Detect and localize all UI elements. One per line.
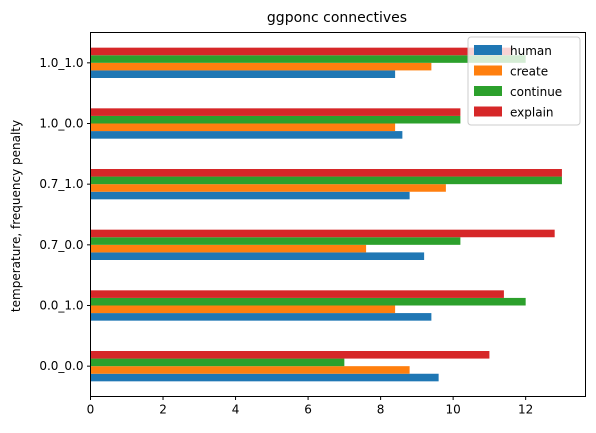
- bar-explain-1.0_0.0: [90, 108, 461, 116]
- y-axis-title: temperature, frequency penalty: [9, 120, 23, 312]
- y-tick-label: 1.0_0.0: [39, 117, 83, 131]
- bar-create-0.7_1.0: [90, 184, 446, 192]
- y-tick-label: 0.7_0.0: [39, 238, 83, 252]
- x-tick-label: 12: [518, 403, 533, 417]
- legend-label-create: create: [510, 65, 548, 79]
- bar-continue-0.7_0.0: [90, 237, 461, 245]
- bar-human-0.0_0.0: [90, 373, 439, 382]
- y-tick-layer: 0.0_0.0 0.0_1.0 0.7_0.0 0.7_1.0 1.0_0.0 1.0_1…: [39, 56, 91, 373]
- bar-continue-0.0_1.0: [90, 297, 526, 306]
- bar-explain-0.7_0.0: [90, 229, 555, 238]
- legend-label-explain: explain: [510, 106, 554, 120]
- x-tick-label: 10: [445, 403, 460, 417]
- bar-continue-1.0_0.0: [90, 115, 461, 124]
- bar-explain-0.0_1.0: [90, 290, 504, 298]
- bar-create-0.0_1.0: [90, 305, 396, 314]
- bar-create-1.0_1.0: [90, 62, 432, 71]
- bar-continue-0.0_0.0: [90, 358, 345, 367]
- bar-human-0.7_0.0: [90, 252, 425, 260]
- x-tick-label: 4: [232, 403, 240, 417]
- x-tick-label: 8: [377, 403, 385, 417]
- legend-swatch-create: [474, 65, 502, 76]
- bar-create-0.7_0.0: [90, 244, 367, 253]
- y-tick-label: 0.7_1.0: [39, 177, 83, 191]
- bar-continue-0.7_1.0: [90, 176, 562, 185]
- legend-swatch-explain: [474, 106, 502, 117]
- legend-box: [467, 36, 581, 126]
- legend-swatch-continue: [474, 86, 502, 96]
- bar-explain-0.0_0.0: [90, 351, 490, 359]
- x-tick-label: 0: [87, 403, 95, 417]
- x-tick-label: 2: [159, 403, 167, 417]
- bars-layer: [90, 47, 562, 382]
- plot-frame: [90, 32, 586, 397]
- bar-continue-1.0_1.0: [90, 55, 526, 63]
- bar-explain-1.0_1.0: [90, 47, 512, 56]
- legend: human create continue explain: [467, 36, 581, 126]
- bar-human-1.0_0.0: [90, 131, 403, 139]
- bar-human-0.7_1.0: [90, 191, 410, 200]
- legend-label-human: human: [510, 44, 552, 58]
- legend-swatch-human: [474, 45, 502, 55]
- y-tick-label: 1.0_1.0: [39, 56, 83, 70]
- bar-human-1.0_1.0: [90, 70, 396, 78]
- legend-label-continue: continue: [510, 85, 562, 99]
- chart-title: ggponc connectives: [267, 10, 407, 26]
- bar-human-0.0_1.0: [90, 313, 432, 321]
- x-tick-layer: 0 2 4 6 8 10 12: [87, 396, 533, 417]
- y-tick-label: 0.0_0.0: [39, 359, 83, 373]
- bar-explain-0.7_1.0: [90, 169, 562, 177]
- bar-create-0.0_0.0: [90, 366, 410, 374]
- bar-create-1.0_0.0: [90, 123, 396, 132]
- x-tick-label: 6: [304, 403, 312, 417]
- y-tick-label: 0.0_1.0: [39, 299, 83, 313]
